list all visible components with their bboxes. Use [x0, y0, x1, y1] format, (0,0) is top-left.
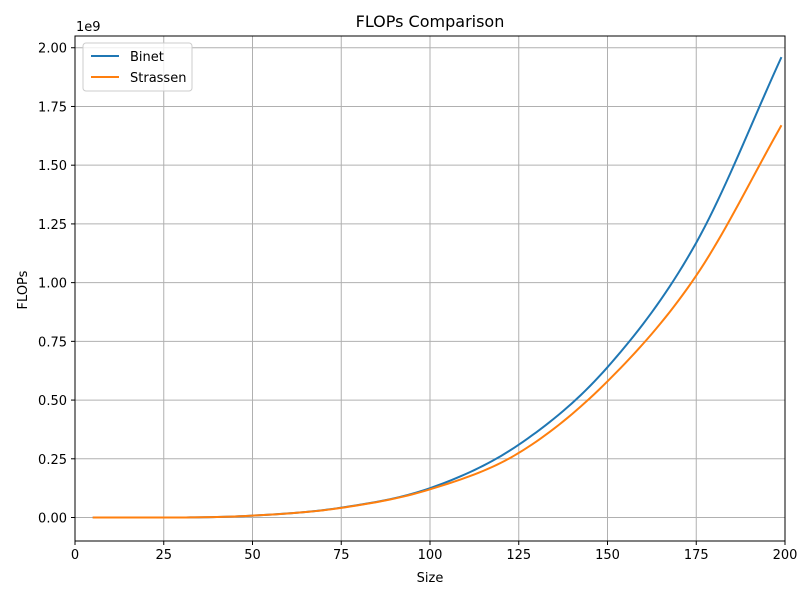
y-tick-label: 1.00	[38, 277, 67, 292]
y-tick-label: 0.25	[38, 453, 67, 468]
x-tick-label: 50	[244, 548, 261, 563]
x-axis-label: Size	[417, 571, 444, 586]
legend-label-strassen: Strassen	[130, 71, 186, 86]
x-tick-label: 200	[773, 548, 798, 563]
y-tick-label: 1.25	[38, 218, 67, 233]
x-tick-label: 100	[418, 548, 443, 563]
series-line-strassen	[92, 124, 783, 519]
tick-layer: 0 25 50 75 100 125 150 175 200 0.00 0.25 0.50 0.75 1.…	[38, 42, 797, 563]
y-tick-label: 1.50	[38, 159, 67, 174]
y-tick-label: 0.75	[38, 335, 67, 350]
x-tick-label: 125	[506, 548, 531, 563]
x-tick-label: 175	[684, 548, 709, 563]
y-axis-label: FLOPs	[16, 270, 31, 309]
y-offset-label: 1e9	[76, 20, 101, 35]
legend: Binet Strassen	[82, 42, 193, 92]
y-tick-label: 0.50	[38, 394, 67, 409]
x-tick-label: 0	[71, 548, 79, 563]
x-tick-label: 25	[155, 548, 172, 563]
y-tick-label: 2.00	[38, 42, 67, 57]
chart-title: FLOPs Comparison	[356, 12, 505, 31]
x-tick-label: 150	[595, 548, 620, 563]
x-tick-label: 75	[333, 548, 350, 563]
y-tick-label: 1.75	[38, 100, 67, 115]
series-layer	[92, 56, 783, 519]
legend-label-binet: Binet	[130, 50, 164, 65]
y-tick-label: 0.00	[38, 512, 67, 527]
